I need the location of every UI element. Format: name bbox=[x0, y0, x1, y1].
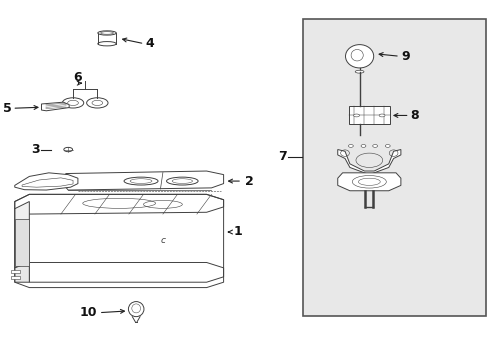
Text: 3: 3 bbox=[31, 143, 40, 156]
Bar bbox=[348, 107, 389, 125]
Bar bbox=[11, 270, 20, 273]
Ellipse shape bbox=[348, 144, 352, 147]
Ellipse shape bbox=[354, 70, 363, 73]
Text: 5: 5 bbox=[2, 102, 11, 115]
Polygon shape bbox=[15, 173, 78, 190]
Bar bbox=[11, 276, 20, 279]
Polygon shape bbox=[337, 149, 400, 175]
Text: 2: 2 bbox=[245, 175, 254, 188]
Ellipse shape bbox=[98, 31, 116, 35]
Ellipse shape bbox=[345, 45, 373, 68]
Text: 4: 4 bbox=[145, 37, 154, 50]
Bar bbox=[302, 19, 485, 316]
Ellipse shape bbox=[378, 114, 384, 117]
Ellipse shape bbox=[124, 177, 158, 185]
Polygon shape bbox=[15, 194, 223, 214]
Ellipse shape bbox=[360, 144, 365, 147]
Text: 9: 9 bbox=[400, 50, 408, 63]
Ellipse shape bbox=[62, 98, 83, 108]
Polygon shape bbox=[337, 173, 400, 191]
Polygon shape bbox=[15, 262, 29, 282]
Text: 8: 8 bbox=[410, 109, 418, 122]
Ellipse shape bbox=[353, 114, 359, 117]
Polygon shape bbox=[65, 171, 223, 190]
Polygon shape bbox=[29, 262, 223, 282]
Ellipse shape bbox=[67, 100, 78, 105]
Ellipse shape bbox=[385, 144, 389, 147]
Ellipse shape bbox=[92, 100, 102, 105]
Polygon shape bbox=[41, 102, 69, 111]
Text: 6: 6 bbox=[73, 71, 82, 84]
Text: 10: 10 bbox=[80, 306, 97, 319]
Ellipse shape bbox=[166, 177, 198, 185]
Polygon shape bbox=[15, 202, 29, 268]
Text: 1: 1 bbox=[233, 225, 242, 238]
Text: 7: 7 bbox=[278, 150, 286, 163]
Ellipse shape bbox=[64, 147, 72, 152]
Ellipse shape bbox=[98, 41, 116, 46]
Text: c: c bbox=[160, 237, 165, 246]
Ellipse shape bbox=[128, 302, 143, 317]
Ellipse shape bbox=[372, 144, 377, 147]
Bar bbox=[15, 220, 29, 266]
Ellipse shape bbox=[86, 98, 108, 108]
